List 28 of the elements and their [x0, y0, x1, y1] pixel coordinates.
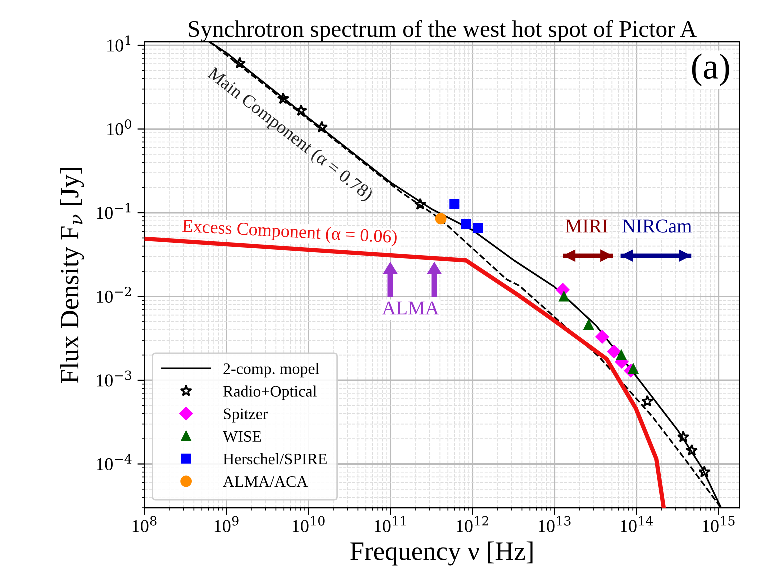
x-tick-label: 10$^{11}$ — [374, 516, 406, 532]
annotation: NIRCam — [622, 220, 692, 233]
legend-label: Herschel/SPIRE — [224, 453, 327, 465]
legend-label: Spitzer — [224, 408, 268, 423]
legend-label: WISE — [223, 431, 262, 442]
x-tick-label: 10$^{14}$ — [621, 516, 654, 532]
legend-label: ALMA/ACA — [223, 476, 308, 488]
y-tick-label: 10$^{−1}$ — [97, 203, 131, 220]
y-tick-label: 10$^{1}$ — [108, 36, 131, 52]
y-axis-title: Flux Density F$_{ν}$ [Jy] — [60, 168, 84, 384]
x-tick-label: 10$^{8}$ — [132, 516, 157, 532]
y-tick-label: 10$^{−4}$ — [97, 454, 132, 471]
annotation: MIRI — [566, 220, 608, 233]
annotation: Excess Component (α = 0.06) — [182, 219, 398, 247]
annotation: ALMA — [382, 302, 440, 315]
x-axis-title: Frequency ν [Hz] — [350, 542, 533, 566]
x-tick-label: 10$^{12}$ — [456, 516, 488, 532]
x-tick-label: 10$^{15}$ — [703, 516, 735, 532]
annotation: (a) — [692, 54, 730, 86]
y-tick-label: 10$^{−2}$ — [97, 286, 132, 304]
legend-label: 2-comp. mopel — [224, 363, 320, 378]
legend-label: Radio+Optical — [224, 386, 317, 400]
x-tick-label: 10$^{10}$ — [292, 516, 325, 532]
x-tick-label: 10$^{9}$ — [214, 516, 239, 532]
chart-title: Synchrotron spectrum of the west hot spot of Pictor A — [189, 20, 697, 42]
y-tick-label: 10$^{0}$ — [108, 119, 132, 136]
x-tick-label: 10$^{13}$ — [539, 516, 571, 532]
y-tick-label: 10$^{−3}$ — [97, 370, 132, 387]
